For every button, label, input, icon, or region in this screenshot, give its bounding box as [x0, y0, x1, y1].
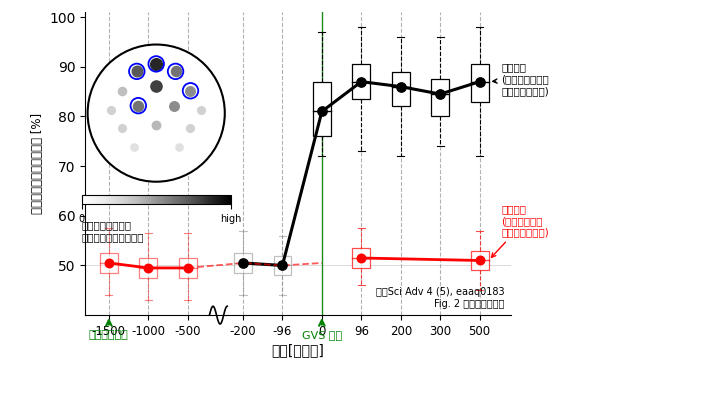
Point	[474, 257, 486, 264]
Text: 運動意図検出時の
脳の部位の活動の高さ: 運動意図検出時の 脳の部位の活動の高さ	[82, 220, 144, 242]
Bar	[234, 253, 252, 273]
Point	[356, 78, 367, 85]
Point	[185, 88, 196, 94]
Point	[133, 103, 144, 109]
Bar	[432, 79, 449, 116]
Bar	[139, 258, 157, 278]
Bar	[100, 253, 118, 273]
Point	[182, 265, 193, 271]
Point	[435, 91, 446, 97]
Point	[237, 260, 248, 266]
Bar	[352, 248, 370, 268]
Point	[170, 68, 181, 75]
X-axis label: 時間[ミリ秒]: 時間[ミリ秒]	[272, 343, 324, 358]
Text: 論文Sci Adv 4 (5), eaaq0183
Fig. 2 より改変、和訳: 論文Sci Adv 4 (5), eaaq0183 Fig. 2 より改変、和訳	[376, 288, 505, 309]
Bar	[179, 258, 197, 278]
Point	[116, 125, 128, 131]
Bar	[471, 64, 488, 101]
Point	[277, 262, 288, 269]
Point	[474, 78, 486, 85]
Text: 音による合図: 音による合図	[89, 330, 129, 340]
Point	[316, 108, 327, 115]
Point	[356, 255, 367, 261]
Bar	[313, 82, 331, 136]
Circle shape	[87, 44, 225, 182]
Point	[195, 107, 207, 114]
Point	[143, 265, 154, 271]
Bar	[273, 255, 291, 276]
Point	[151, 61, 162, 67]
Point	[116, 88, 128, 94]
Text: 従来手法
(脳波から直接
意図を読み取り): 従来手法 (脳波から直接 意図を読み取り)	[491, 204, 549, 257]
Point	[131, 68, 143, 75]
Y-axis label: 運動意図の読み取り精度 [%]: 運動意図の読み取り精度 [%]	[31, 113, 43, 214]
Text: 提案手法
(予測誤差による
意図の読み取り): 提案手法 (予測誤差による 意図の読み取り)	[493, 63, 549, 96]
Point	[185, 125, 196, 131]
Point	[106, 107, 117, 114]
Bar	[471, 250, 488, 270]
Bar	[352, 64, 370, 99]
Bar	[392, 72, 410, 107]
Point	[103, 260, 114, 266]
Point	[168, 103, 180, 109]
Point	[395, 83, 406, 90]
Text: GVS 開始: GVS 開始	[302, 330, 342, 340]
Point	[151, 122, 162, 128]
Point	[151, 83, 162, 90]
Point	[129, 144, 140, 151]
Point	[173, 144, 185, 151]
